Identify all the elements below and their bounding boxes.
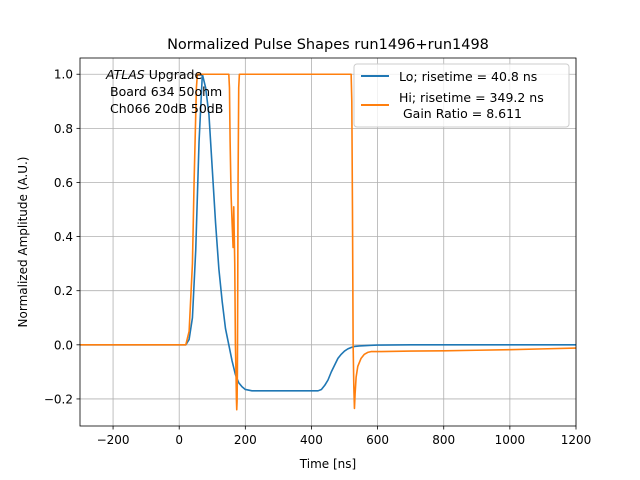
axes: −200 0 200 400 600 800 1000 1200 −0.2 0.0 0.2 0.4 0.… <box>44 68 591 447</box>
x-tick-label: 800 <box>432 433 455 447</box>
x-tick-label: −200 <box>97 433 130 447</box>
legend-box <box>353 63 570 128</box>
y-axis-label: Normalized Amplitude (A.U.) <box>16 157 30 328</box>
plot-frame <box>79 57 577 427</box>
x-tick-label: 200 <box>234 433 257 447</box>
atlas-label: ATLAS <box>105 67 145 82</box>
x-tick-label: 600 <box>366 433 389 447</box>
y-tick-label: 0.2 <box>54 284 73 298</box>
legend-label-lo: Lo; risetime = 40.8 ns <box>399 69 537 84</box>
series-line-lo <box>80 73 576 392</box>
legend-label-hi: Hi; risetime = 349.2 ns <box>399 90 544 105</box>
y-tick-label: 1.0 <box>54 68 73 82</box>
legend-label-hi-gain: Gain Ratio = 8.611 <box>399 106 522 121</box>
y-tick-label: −0.2 <box>44 392 73 406</box>
x-tick-label: 1000 <box>495 433 526 447</box>
chart-title: Normalized Pulse Shapes run1496+run1498 <box>167 37 489 53</box>
y-tick-label: 0.4 <box>54 230 73 244</box>
annotation-upgrade: Upgrade <box>145 67 203 82</box>
series-layer <box>80 73 577 411</box>
series-line-hi <box>80 73 577 411</box>
atlas-annotation: ATLAS Upgrade Board 634 50ohm Ch066 20dB… <box>105 67 223 116</box>
x-tick-label: 0 <box>175 433 183 447</box>
x-axis-label: Time [ns] <box>299 457 356 471</box>
x-tick-label: 1200 <box>561 433 592 447</box>
x-tick-label: 400 <box>300 433 323 447</box>
legend: Lo; risetime = 40.8 ns Hi; risetime = 34… <box>353 63 570 128</box>
annotation-line-1: ATLAS Upgrade <box>105 67 202 82</box>
y-tick-label: 0.6 <box>54 176 73 190</box>
annotation-line-3: Ch066 20dB 50dB <box>110 101 223 116</box>
annotation-line-2: Board 634 50ohm <box>110 84 222 99</box>
y-tick-label: 0.8 <box>54 122 73 136</box>
y-tick-label: 0.0 <box>54 338 73 352</box>
